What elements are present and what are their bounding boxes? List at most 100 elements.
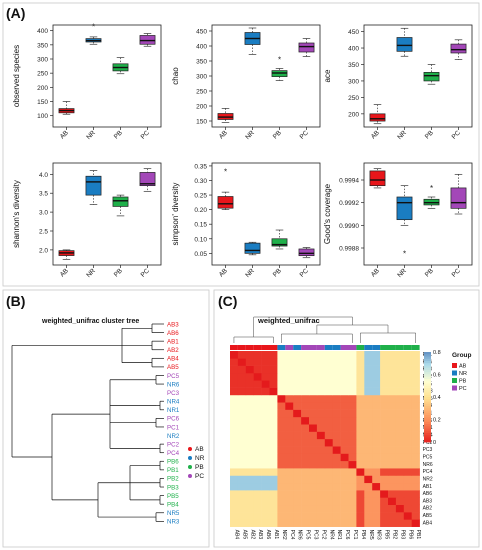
heatmap-cell (380, 438, 389, 447)
heatmap-cell (364, 446, 373, 454)
heatmap-cell (245, 416, 254, 425)
heatmap-cell (301, 438, 310, 447)
heatmap-cell (309, 453, 318, 462)
heatmap-cell (237, 438, 247, 447)
heatmap-cell (316, 512, 326, 520)
heatmap-cell (348, 424, 357, 432)
heatmap-cell (324, 409, 333, 418)
heatmap-cell (411, 409, 420, 418)
heatmap-cell (293, 416, 302, 425)
colorbar-segment (424, 385, 431, 389)
y-tick-label: 0.25 (194, 193, 207, 200)
colorbar-segment (424, 354, 431, 357)
heatmap-cell (230, 372, 239, 381)
boxplot-A1: 100 150 200 250 300 350 400 observed species AB *… (12, 22, 162, 141)
tree-leaf-label: AB1 (167, 338, 179, 345)
heatmap-cell (348, 512, 357, 520)
heatmap-cell (245, 372, 254, 381)
heatmap-cell (309, 387, 318, 396)
heatmap-cell (269, 416, 278, 425)
box-PB (271, 238, 288, 247)
y-tick-label: 0.9992 (339, 200, 359, 207)
heatmap-cell (277, 519, 286, 527)
y-tick-label: 150 (196, 119, 207, 126)
x-tick-label: PB (113, 267, 124, 278)
heatmap-cell (301, 387, 310, 396)
heatmap-cell (253, 468, 262, 476)
y-tick-label: 400 (37, 28, 48, 35)
heatmap-col-label: AB2 (249, 530, 255, 540)
y-tick-label: 450 (348, 29, 359, 36)
heatmap-cell (411, 519, 420, 527)
heatmap-cell (309, 446, 318, 454)
heatmap-cell (340, 416, 349, 425)
heatmap-cell (364, 512, 373, 520)
heatmap-cell (332, 460, 341, 469)
colorbar-segment (424, 419, 431, 423)
heatmap-cell (245, 351, 254, 359)
box-NR (244, 242, 261, 254)
heatmap-cell (324, 387, 333, 396)
heatmap-cell (340, 460, 349, 469)
tree-leaf-label: NR3 (167, 519, 180, 526)
tree-legend-dot-NR (188, 456, 192, 460)
heatmap-cell (356, 416, 365, 425)
heatmap-col-label: PB6 (407, 530, 413, 540)
heatmap-cell (237, 402, 247, 410)
heatmap-cell (388, 409, 397, 418)
heatmap-cell (301, 372, 310, 381)
heatmap-cell (261, 380, 270, 388)
heatmap-row-label: NR2 (423, 476, 433, 482)
heatmap-cell (285, 438, 294, 447)
tree-leaf-label: PC3 (167, 390, 180, 397)
heatmap-cell (277, 387, 286, 396)
heatmap-cell (277, 409, 286, 418)
heatmap-cell (395, 453, 405, 462)
heatmap-cell (269, 453, 278, 462)
group-legend-swatch-PB (452, 378, 457, 383)
group-legend-swatch-NR (452, 370, 457, 376)
heatmap-cell (253, 453, 262, 462)
heatmap-cell (253, 482, 262, 491)
heatmap-cell (253, 351, 262, 359)
outlier-mark: * (278, 56, 281, 65)
heatmap-col-label: AB5 (241, 530, 247, 540)
heatmap-cell (356, 351, 365, 359)
heatmap-cell (293, 490, 302, 498)
heatmap-cell (261, 402, 270, 410)
heatmap-cell (332, 497, 341, 506)
heatmap-cell (403, 358, 412, 366)
heatmap-col-label: NR4 (328, 530, 334, 540)
heatmap-cell (245, 438, 254, 447)
heatmap-cell (245, 402, 254, 410)
tree-leaf-label: NR4 (167, 399, 180, 406)
heatmap-cell (293, 351, 302, 359)
heatmap-col-label: PB3 (399, 530, 405, 540)
heatmap-cell (364, 416, 373, 425)
heatmap-cell (237, 351, 247, 359)
heatmap-cell (301, 394, 310, 403)
heatmap-cell (403, 512, 412, 520)
y-tick-label: 200 (348, 111, 359, 118)
y-axis-label: Good's coverage (323, 183, 332, 244)
colorbar-segment (424, 412, 431, 416)
heatmap-cell (324, 402, 333, 410)
heatmap-cell (261, 446, 270, 454)
heatmap-cell (332, 438, 341, 447)
col-group-swatch (316, 345, 325, 350)
heatmap-cell (388, 482, 397, 491)
heatmap-cell (285, 468, 294, 476)
heatmap-cell (309, 482, 318, 491)
heatmap-cell (356, 446, 365, 454)
heatmap-cell (230, 504, 239, 513)
heatmap-cell (380, 482, 389, 491)
col-group-swatch (332, 345, 341, 350)
heatmap-cell (261, 358, 270, 366)
heatmap-cell (285, 519, 294, 527)
x-tick-label: PB (424, 267, 435, 278)
colorbar-segment (424, 430, 431, 434)
heatmap-cell (380, 475, 389, 484)
heatmap-cell (395, 409, 405, 418)
heatmap-cell (285, 431, 294, 440)
colorbar-segment (424, 361, 431, 364)
